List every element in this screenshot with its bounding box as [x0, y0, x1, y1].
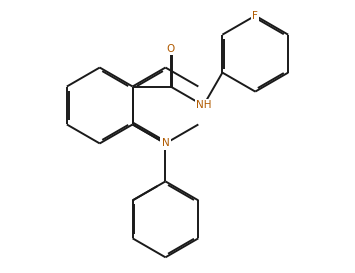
Text: O: O	[166, 44, 175, 54]
Text: F: F	[252, 11, 258, 21]
Text: O: O	[161, 138, 170, 149]
Text: NH: NH	[196, 100, 211, 111]
Text: N: N	[162, 138, 169, 149]
